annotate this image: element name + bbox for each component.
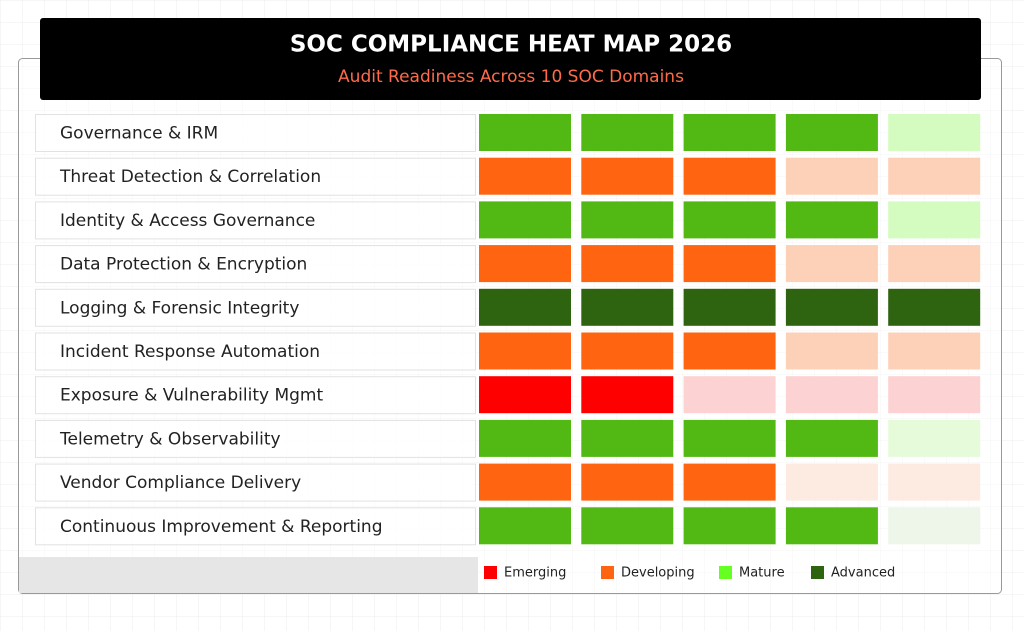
legend-swatch bbox=[601, 566, 614, 579]
row-label: Telemetry & Observability bbox=[59, 429, 281, 449]
row-label: Vendor Compliance Delivery bbox=[60, 473, 301, 493]
legend-swatch bbox=[719, 566, 732, 579]
subtitle: Audit Readiness Across 10 SOC Domains bbox=[338, 67, 684, 87]
row-label: Logging & Forensic Integrity bbox=[60, 298, 299, 318]
heat-cell bbox=[479, 114, 571, 151]
heat-cell bbox=[888, 332, 981, 370]
header bbox=[40, 18, 981, 100]
heat-cell bbox=[479, 332, 571, 370]
heat-cell bbox=[581, 201, 674, 239]
heat-cell bbox=[785, 245, 878, 283]
heat-cell bbox=[683, 419, 776, 457]
row-label-box bbox=[35, 245, 476, 284]
heat-cell bbox=[581, 288, 674, 326]
heat-cell bbox=[785, 507, 878, 545]
legend-label: Developing bbox=[621, 566, 695, 581]
heat-cell bbox=[479, 376, 571, 414]
heat-cell bbox=[683, 463, 776, 501]
heat-cell bbox=[888, 201, 981, 239]
heat-cell bbox=[683, 376, 776, 414]
heat-cell bbox=[683, 245, 776, 283]
row-label-box bbox=[35, 463, 476, 502]
heat-cell bbox=[888, 463, 981, 501]
heat-cell bbox=[479, 245, 571, 283]
heat-cell bbox=[479, 507, 571, 545]
heat-cell bbox=[888, 419, 981, 457]
heat-cell bbox=[683, 332, 776, 370]
row-label: Data Protection & Encryption bbox=[60, 255, 307, 275]
row-label-box bbox=[35, 201, 476, 240]
heat-cell bbox=[785, 376, 878, 414]
row-label-box bbox=[35, 332, 476, 371]
heat-cell bbox=[785, 201, 878, 239]
heat-cell bbox=[581, 463, 674, 501]
heat-cell bbox=[683, 288, 776, 326]
row-label-box bbox=[35, 114, 476, 152]
legend-bar bbox=[19, 557, 478, 593]
row-label-box bbox=[35, 376, 476, 415]
heat-cell bbox=[785, 157, 878, 195]
heat-cell bbox=[479, 288, 571, 326]
legend-label: Emerging bbox=[504, 566, 566, 581]
row-label: Continuous Improvement & Reporting bbox=[60, 517, 383, 537]
heat-cell bbox=[888, 245, 981, 283]
heat-cell bbox=[683, 201, 776, 239]
heat-cell bbox=[683, 114, 776, 151]
legend-swatch bbox=[811, 566, 824, 579]
legend-label: Advanced bbox=[831, 566, 895, 581]
heat-cell bbox=[785, 332, 878, 370]
row-label: Threat Detection & Correlation bbox=[59, 167, 321, 187]
heat-cell bbox=[888, 288, 981, 326]
row-label-box bbox=[35, 419, 476, 458]
row-label: Governance & IRM bbox=[60, 124, 218, 144]
heat-cell bbox=[479, 201, 571, 239]
heat-cell bbox=[479, 419, 571, 457]
heat-cell bbox=[581, 245, 674, 283]
heat-cell bbox=[479, 463, 571, 501]
row-label: Exposure & Vulnerability Mgmt bbox=[60, 386, 323, 406]
row-label: Incident Response Automation bbox=[60, 342, 320, 362]
heat-cell bbox=[479, 157, 571, 195]
heat-cell bbox=[581, 419, 674, 457]
heat-cell bbox=[581, 332, 674, 370]
heat-cell bbox=[581, 114, 674, 151]
heat-cell bbox=[581, 376, 674, 414]
heat-cell bbox=[785, 419, 878, 457]
heat-cell bbox=[785, 114, 878, 151]
row-label: Identity & Access Governance bbox=[60, 211, 315, 231]
heat-cell bbox=[888, 376, 981, 414]
row-label-box bbox=[35, 507, 476, 546]
heat-cell bbox=[888, 157, 981, 195]
row-label-box bbox=[35, 288, 476, 327]
heat-cell bbox=[581, 507, 674, 545]
heat-cell bbox=[785, 463, 878, 501]
heat-cell bbox=[581, 157, 674, 195]
legend-swatch bbox=[484, 566, 497, 579]
heat-cell bbox=[785, 288, 878, 326]
heat-cell bbox=[683, 157, 776, 195]
heat-cell bbox=[888, 507, 981, 545]
row-label-box bbox=[35, 157, 476, 196]
title: SOC COMPLIANCE HEAT MAP 2026 bbox=[290, 32, 732, 58]
heat-cell bbox=[888, 114, 981, 151]
legend-label: Mature bbox=[739, 566, 785, 581]
heat-cell bbox=[683, 507, 776, 545]
